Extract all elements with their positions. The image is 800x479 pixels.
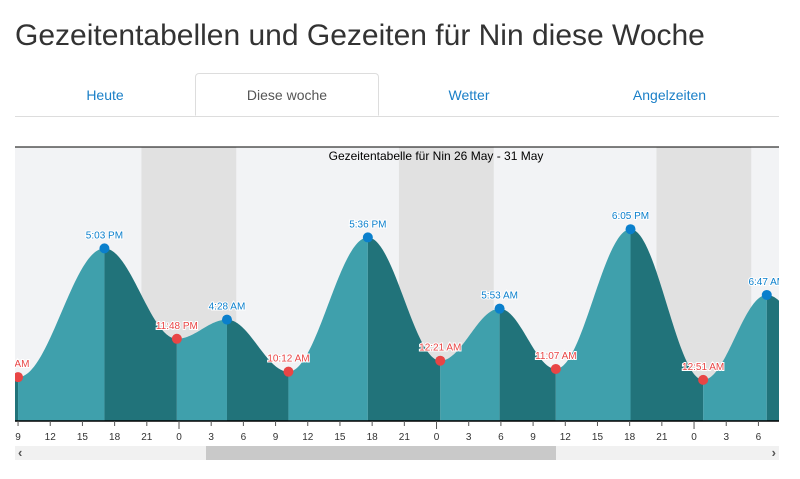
- x-tick-label: 6: [756, 432, 762, 443]
- falling-tide-segment: [630, 229, 704, 421]
- low-tide-point: [698, 374, 709, 385]
- low-tide-label: 10:12 AM: [267, 354, 309, 365]
- x-tick-label: 12: [302, 432, 314, 443]
- scrollbar-thumb[interactable]: [206, 446, 556, 460]
- x-tick-label: 9: [15, 432, 21, 443]
- high-tide-point: [99, 243, 110, 254]
- x-tick-label: 9: [530, 432, 536, 443]
- high-tide-point: [494, 303, 505, 314]
- x-tick-label: 21: [656, 432, 668, 443]
- x-tick-label: 0: [691, 432, 697, 443]
- high-tide-label: 4:28 AM: [209, 302, 246, 313]
- x-tick-label: 9: [273, 432, 279, 443]
- x-tick-label: 3: [466, 432, 472, 443]
- tab-diese-woche[interactable]: Diese woche: [195, 73, 379, 116]
- falling-tide-segment: [104, 248, 177, 421]
- high-tide-label: 5:53 AM: [481, 291, 518, 302]
- high-tide-label: 6:05 PM: [612, 211, 649, 222]
- high-tide-label: 5:36 PM: [349, 219, 386, 230]
- low-tide-point: [15, 372, 24, 383]
- x-tick-label: 6: [498, 432, 504, 443]
- falling-tide-segment: [226, 319, 289, 421]
- horizontal-scrollbar[interactable]: ‹ ›: [15, 445, 779, 460]
- high-tide-label: 6:47 AM: [748, 277, 785, 288]
- x-tick-label: 12: [560, 432, 572, 443]
- low-tide-point: [171, 333, 182, 344]
- x-tick-label: 18: [624, 432, 636, 443]
- high-tide-point: [761, 289, 772, 300]
- x-tick-label: 18: [367, 432, 379, 443]
- scroll-left-icon[interactable]: ‹: [18, 445, 23, 460]
- low-tide-label: 11:07 AM: [535, 351, 577, 362]
- plot-area: 8 AM 5:03 PM 11:48 PM 4:28 AM 10:12 AM 5:36 P…: [7, 147, 785, 421]
- low-tide-label: 12:21 AM: [419, 343, 461, 354]
- x-tick-label: 21: [141, 432, 153, 443]
- falling-tide-segment: [15, 376, 19, 421]
- low-tide-point: [550, 363, 561, 374]
- x-tick-label: 15: [592, 432, 604, 443]
- x-tick-label: 3: [208, 432, 214, 443]
- rising-tide-segment: [176, 319, 227, 421]
- rising-tide-segment: [703, 294, 767, 421]
- page-title: Gezeitentabellen und Gezeiten für Nin di…: [15, 19, 705, 52]
- x-tick-label: 0: [434, 432, 440, 443]
- x-tick-label: 12: [45, 432, 57, 443]
- tab-angelzeiten[interactable]: Angelzeiten: [632, 87, 707, 103]
- high-tide-point: [625, 224, 636, 235]
- tab-wetter[interactable]: Wetter: [448, 87, 490, 103]
- falling-tide-segment: [499, 308, 556, 421]
- rising-tide-segment: [18, 248, 105, 421]
- scroll-right-icon[interactable]: ›: [771, 445, 776, 460]
- high-tide-point: [221, 314, 232, 325]
- falling-tide-segment: [766, 294, 779, 421]
- x-tick-label: 21: [399, 432, 411, 443]
- high-tide-label: 5:03 PM: [86, 230, 123, 241]
- high-tide-point: [362, 232, 373, 243]
- x-tick-label: 15: [77, 432, 89, 443]
- low-tide-label: 11:48 PM: [156, 321, 198, 332]
- chart-title: Gezeitentabelle für Nin 26 May - 31 May: [329, 149, 544, 163]
- low-tide-label: 8 AM: [7, 359, 30, 370]
- low-tide-label: 12:51 AM: [682, 362, 724, 373]
- low-tide-point: [283, 366, 294, 377]
- x-tick-label: 18: [109, 432, 121, 443]
- rising-tide-segment: [440, 308, 500, 421]
- x-tick-label: 15: [334, 432, 346, 443]
- low-tide-point: [435, 355, 446, 366]
- tab-heute[interactable]: Heute: [86, 87, 124, 103]
- x-tick-label: 6: [241, 432, 247, 443]
- x-tick-label: 0: [176, 432, 182, 443]
- falling-tide-segment: [367, 237, 441, 421]
- tab-bar: Heute Diese woche Wetter Angelzeiten: [15, 73, 779, 117]
- rising-tide-segment: [288, 237, 368, 421]
- rising-tide-segment: [555, 229, 631, 421]
- x-tick-label: 3: [723, 432, 729, 443]
